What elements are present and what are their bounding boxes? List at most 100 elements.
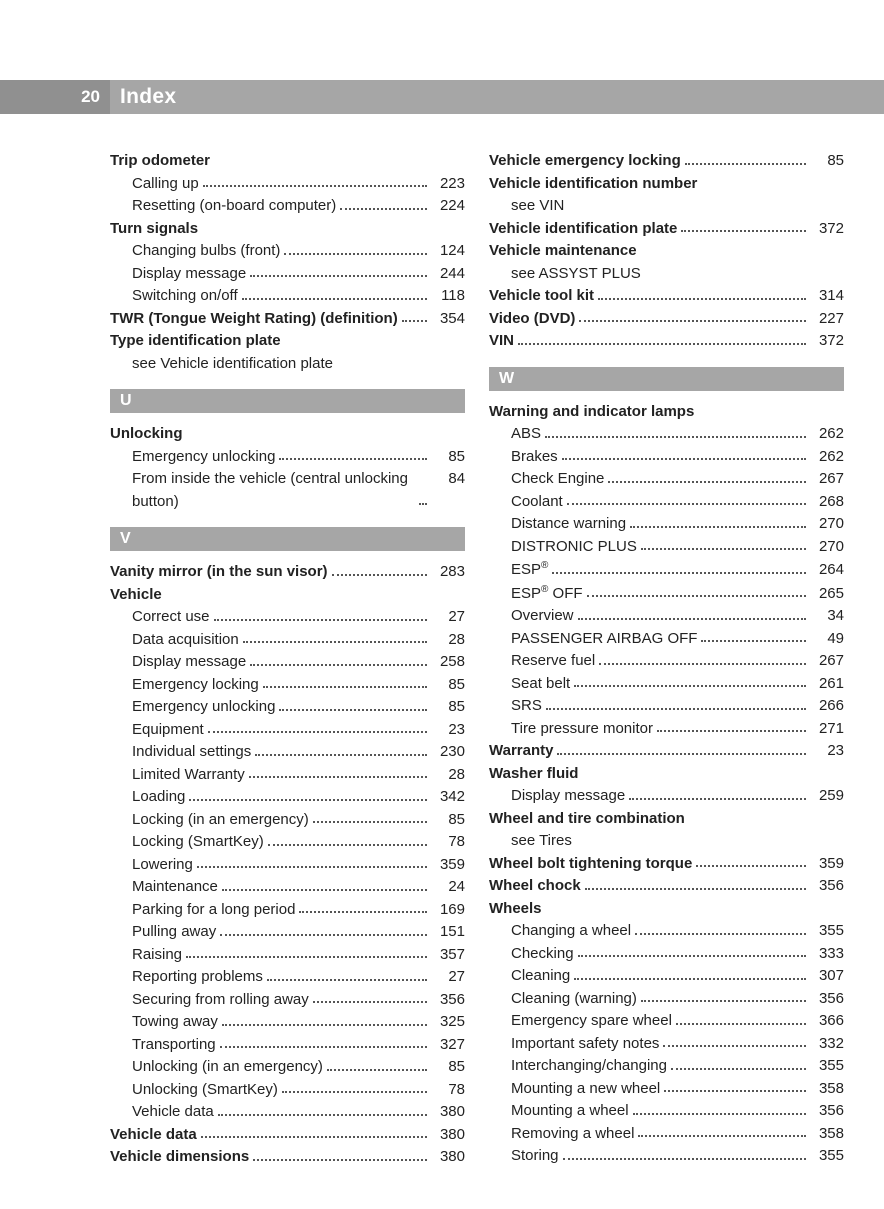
index-sub-entry: Check Engine267 (489, 468, 844, 491)
index-entry-label: Checking (511, 943, 574, 966)
index-page-ref: 259 (810, 785, 844, 808)
index-entry-label: SRS (511, 695, 542, 718)
index-leader-dots (220, 934, 427, 936)
index-page-ref: 267 (810, 650, 844, 673)
index-entry-label: Tire pressure monitor (511, 718, 653, 741)
index-entry-label: Wheels (489, 898, 542, 921)
index-leader-dots (701, 640, 806, 642)
index-page-ref: 356 (810, 875, 844, 898)
index-entry-label: Cleaning (warning) (511, 988, 637, 1011)
index-leader-dots (222, 1024, 427, 1026)
index-entry-label: Locking (in an emergency) (132, 809, 309, 832)
index-see-reference: see Tires (489, 830, 844, 853)
index-leader-dots (327, 1069, 427, 1071)
index-sub-entry: Checking333 (489, 943, 844, 966)
index-leader-dots (629, 798, 806, 800)
index-page-ref: 356 (431, 989, 465, 1012)
index-sub-entry: Emergency unlocking85 (110, 696, 465, 719)
index-sub-entry: Transporting327 (110, 1034, 465, 1057)
index-sub-entry: Emergency unlocking85 (110, 446, 465, 469)
index-entry-label: Reserve fuel (511, 650, 595, 673)
index-page-ref: 271 (810, 718, 844, 741)
index-entry: Vanity mirror (in the sun visor)283 (110, 561, 465, 584)
index-entry-label: Wheel chock (489, 875, 581, 898)
index-sub-entry: SRS 266 (489, 695, 844, 718)
index-entry-label: PASSENGER AIRBAG OFF (511, 628, 697, 651)
index-leader-dots (633, 1113, 806, 1115)
index-sub-entry: Pulling away151 (110, 921, 465, 944)
index-page-ref: 355 (810, 920, 844, 943)
index-entry-label: Pulling away (132, 921, 216, 944)
index-entry: TWR (Tongue Weight Rating) (definition)3… (110, 308, 465, 331)
index-page-ref: 266 (810, 695, 844, 718)
index-leader-dots (546, 708, 806, 710)
index-sub-entry: Overview34 (489, 605, 844, 628)
index-page-ref: 23 (431, 719, 465, 742)
index-entry-label: Warranty (489, 740, 553, 763)
index-entry: Vehicle dimensions380 (110, 1146, 465, 1169)
index-leader-dots (552, 572, 806, 574)
index-entry-label: Overview (511, 605, 574, 628)
index-leader-dots (284, 253, 427, 255)
index-leader-dots (663, 1045, 806, 1047)
index-leader-dots (218, 1114, 427, 1116)
index-entry: Warranty 23 (489, 740, 844, 763)
index-sub-entry: Brakes262 (489, 446, 844, 469)
index-sub-entry: DISTRONIC PLUS270 (489, 536, 844, 559)
index-entry-label: Limited Warranty (132, 764, 245, 787)
index-entry-label: Maintenance (132, 876, 218, 899)
index-entry-label: Data acquisition (132, 629, 239, 652)
index-sub-entry: Changing a wheel355 (489, 920, 844, 943)
index-leader-dots (664, 1090, 806, 1092)
index-page-ref: 118 (431, 285, 465, 308)
index-sub-entry: Correct use27 (110, 606, 465, 629)
index-page-ref: 223 (431, 173, 465, 196)
index-sub-entry: Parking for a long period169 (110, 899, 465, 922)
index-leader-dots (214, 619, 427, 621)
index-entry-label: Emergency unlocking (132, 446, 275, 469)
index-leader-dots (203, 185, 427, 187)
index-entry: Unlocking (110, 423, 465, 446)
index-entry: Vehicle data380 (110, 1124, 465, 1147)
index-leader-dots (557, 753, 806, 755)
index-entry-label: Vehicle identification plate (489, 218, 677, 241)
index-page-ref: 264 (810, 559, 844, 582)
index-page-ref: 265 (810, 583, 844, 606)
index-entry-label: Turn signals (110, 218, 198, 241)
index-page-ref: 124 (431, 240, 465, 263)
index-see-reference: see ASSYST PLUS (489, 263, 844, 286)
index-page-ref: 359 (810, 853, 844, 876)
index-leader-dots (671, 1068, 806, 1070)
index-sub-entry: Maintenance24 (110, 876, 465, 899)
index-sub-entry: Raising357 (110, 944, 465, 967)
index-entry-label: ESP® (511, 558, 548, 582)
index-page-ref: 85 (431, 696, 465, 719)
index-page-ref: 28 (431, 764, 465, 787)
index-entry-label: Locking (SmartKey) (132, 831, 264, 854)
index-leader-dots (657, 730, 806, 732)
index-entry-label: Display message (132, 651, 246, 674)
index-entry-label: Vehicle identification number (489, 173, 697, 196)
index-page-ref: 262 (810, 423, 844, 446)
index-page-ref: 307 (810, 965, 844, 988)
index-page-ref: 85 (431, 674, 465, 697)
index-page-ref: 28 (431, 629, 465, 652)
index-leader-dots (545, 436, 806, 438)
index-sub-entry: Equipment23 (110, 719, 465, 742)
index-entry-label: Reporting problems (132, 966, 263, 989)
index-page-ref: 332 (810, 1033, 844, 1056)
index-leader-dots (250, 275, 427, 277)
index-entry-label: Lowering (132, 854, 193, 877)
index-leader-dots (518, 343, 806, 345)
index-leader-dots (599, 663, 806, 665)
index-sub-entry: Storing355 (489, 1145, 844, 1168)
index-entry-label: Switching on/off (132, 285, 238, 308)
index-entry-label: Brakes (511, 446, 558, 469)
index-entry-label: TWR (Tongue Weight Rating) (definition) (110, 308, 398, 331)
index-entry: Vehicle maintenance (489, 240, 844, 263)
index-entry-label: Display message (511, 785, 625, 808)
index-content: Trip odometerCalling up223Resetting (on-… (0, 114, 884, 1209)
index-entry-label: Towing away (132, 1011, 218, 1034)
index-page-ref: 23 (810, 740, 844, 763)
index-entry-label: Transporting (132, 1034, 216, 1057)
